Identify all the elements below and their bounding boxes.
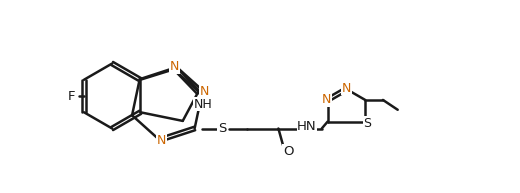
Text: N: N [322,93,331,106]
Text: N: N [200,85,209,98]
Text: O: O [283,145,293,158]
Text: HN: HN [297,120,317,133]
Text: S: S [363,117,371,130]
Text: N: N [342,82,351,95]
Text: N: N [157,135,166,147]
Text: S: S [218,122,226,135]
Text: F: F [68,90,75,102]
Text: N: N [170,60,179,73]
Text: NH: NH [193,98,212,111]
